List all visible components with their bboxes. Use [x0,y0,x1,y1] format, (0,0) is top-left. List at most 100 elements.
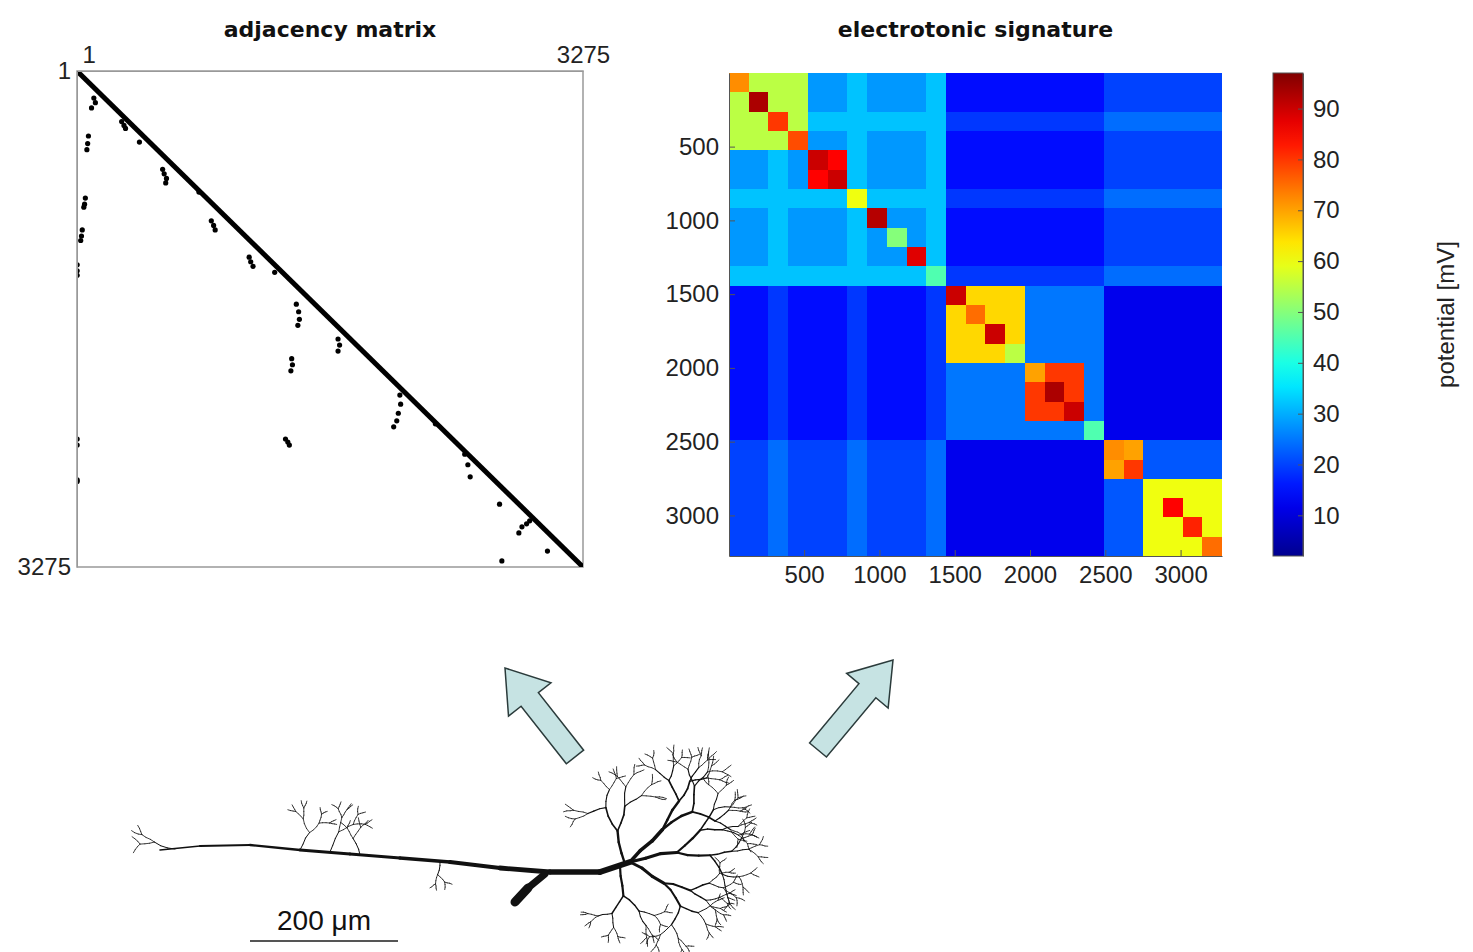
neurite [739,884,742,885]
neurite [688,749,690,752]
neurite [500,868,550,872]
neurite [718,791,721,794]
heatmap-cell [1143,344,1163,364]
heatmap-cell [1163,150,1183,170]
heatmap-cell [907,344,927,364]
heatmap-cell [926,344,946,364]
neurite [357,809,358,812]
neurite [368,821,370,823]
heatmap-cell [985,382,1005,402]
neurite [358,818,360,821]
heatmap-cell [1064,266,1084,286]
heatmap-cell [907,537,927,556]
neurite [689,761,691,765]
neurite [753,875,756,876]
neurite [688,854,699,857]
heatmap-cell [985,228,1005,248]
heatmap-cell [907,517,927,537]
neurite [743,849,749,851]
neurite [515,888,528,902]
neurite [619,842,622,853]
neurite [623,896,629,900]
point [288,368,293,373]
y-tick-label: 1 [58,57,71,84]
neurite [633,768,634,771]
heatmap-cell [1163,189,1183,209]
heatmap-cell [1025,305,1045,325]
heatmap-cell [907,479,927,499]
neurite [344,812,346,815]
heatmap-cell [808,131,828,151]
heatmap-cell [1045,228,1065,248]
neurite [745,836,748,837]
heatmap-cell [1045,537,1065,556]
heatmap-cell [1124,460,1144,480]
heatmap-cell [1064,498,1084,518]
heatmap-cell [729,286,749,306]
neurite [310,830,314,833]
neurite [616,933,618,936]
neurite [699,750,700,753]
heatmap-cell [867,131,887,151]
heatmap-cell [808,189,828,209]
heatmap-cell [1064,228,1084,248]
heatmap-cell [867,382,887,402]
heatmap-cell [847,537,867,556]
neurite [699,765,702,767]
neurite [734,894,736,896]
heatmap-cell [1045,92,1065,112]
neurite [612,908,616,914]
neurite [727,898,729,900]
heatmap-cell [828,208,848,228]
heatmap-cell [1064,189,1084,209]
neurite [715,829,722,831]
y-tick: 3000 [666,502,735,529]
heatmap-cell [749,440,769,460]
heatmap-cell [729,228,749,248]
neurite [743,875,747,876]
heatmap-cell [828,440,848,460]
heatmap-cell [926,170,946,190]
heatmap-cell [1005,266,1025,286]
neurite [303,819,304,824]
heatmap-cell [1104,498,1124,518]
neurite [132,837,135,839]
y-axis-line [729,74,730,557]
neurite [737,900,738,903]
heatmap-cell [887,131,907,151]
neurite [598,772,600,775]
heatmap-cell [1025,498,1045,518]
neurite [737,850,742,851]
heatmap-cell [1143,440,1163,460]
heatmap-cell [788,170,808,190]
heatmap-cell [946,73,966,93]
neurite [736,898,738,901]
neurite [662,822,671,829]
neurite [743,795,746,796]
heatmap-cell [788,286,808,306]
neurite [745,811,748,812]
neurite [642,868,652,876]
scale-bar [250,940,398,942]
neurite [747,817,750,818]
heatmap-cell [749,498,769,518]
heatmap-cell [749,344,769,364]
heatmap-cell [946,460,966,480]
neurite [621,815,624,823]
neurite [685,757,688,758]
neurite [611,913,613,918]
neurite [361,823,365,825]
heatmap-cell [946,112,966,132]
neurite [639,911,640,916]
heatmap-cell [887,208,907,228]
heatmap-cell [1104,440,1124,460]
heatmap-cell [966,150,986,170]
heatmap-cell [867,537,887,556]
neurite [135,847,137,850]
neurite [732,800,735,803]
neurite [736,810,740,812]
neurite [319,822,322,823]
neurite [677,762,681,764]
heatmap-cell [1084,537,1104,556]
heatmap-cell [1025,150,1045,170]
